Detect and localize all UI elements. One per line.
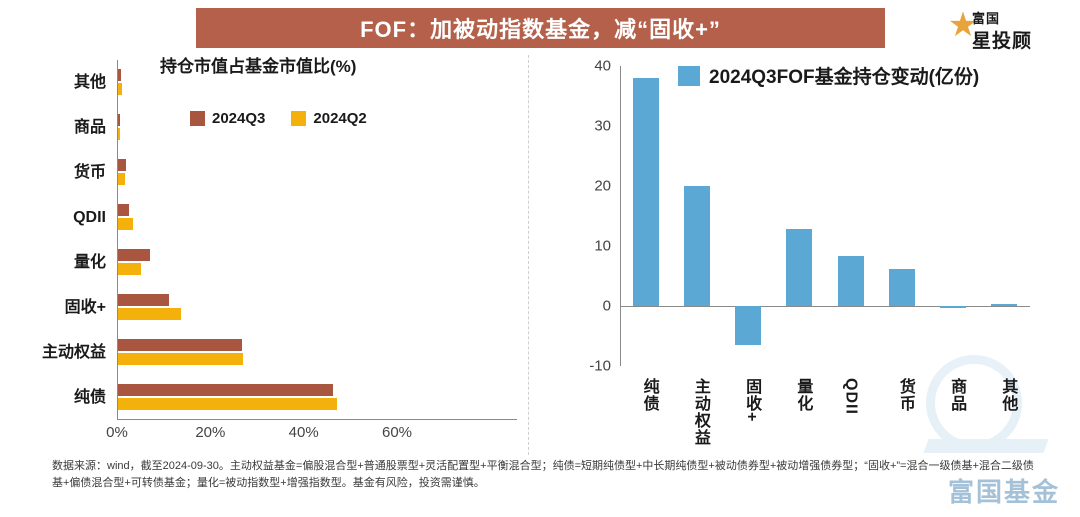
left-bar: [118, 248, 150, 261]
left-category-label: 商品: [73, 118, 106, 136]
left-bar: [118, 82, 122, 95]
legend-item: 2024Q2: [291, 110, 367, 127]
right-zero-line: [620, 306, 1030, 307]
title-banner: FOF：加被动指数基金，减“固收+”: [196, 8, 885, 48]
left-category-label: 固收+: [64, 298, 106, 316]
left-x-tick: 0%: [106, 424, 128, 441]
footnote: 数据来源：wind，截至2024-09-30。主动权益基金=偏股混合型+普通股票…: [52, 460, 1034, 490]
logo-line1: 富国: [972, 11, 1001, 26]
left-chart: 持仓市值占基金市值比(%) 2024Q3 2024Q2 其他商品货币 QDII 量化固…: [0, 52, 525, 452]
left-bar-group: 其他: [74, 65, 398, 101]
left-bar: [118, 113, 120, 126]
right-category-label: 主动权益: [691, 378, 709, 446]
legend-swatch: [678, 65, 700, 86]
left-bar-group: QDII: [73, 200, 398, 236]
right-bar: [683, 186, 710, 306]
right-y-tick: 30: [594, 117, 611, 135]
right-y-tick: -10: [589, 357, 611, 375]
right-bar: [991, 303, 1018, 306]
right-y-tick: 40: [594, 57, 611, 75]
left-bar-group: 主动权益: [42, 335, 398, 371]
legend-swatch: [190, 111, 205, 126]
left-bar: [118, 307, 181, 320]
left-bar-group: 纯债: [74, 380, 398, 416]
left-bar-group: 商品: [74, 110, 398, 146]
right-y-tick: 0: [602, 297, 611, 315]
left-category-label: 主动权益: [41, 343, 106, 361]
right-category-label: 货币: [896, 378, 914, 412]
right-y-axis: [620, 66, 621, 366]
left-bar: [118, 158, 127, 171]
left-bar-group: 货币: [74, 155, 398, 191]
right-category-label: 纯债: [640, 378, 658, 412]
left-category-label: 其他: [73, 73, 106, 91]
left-category-label: 量化: [73, 253, 106, 271]
right-y-tick: 10: [594, 237, 611, 255]
left-plot-area: 其他商品货币 QDII 量化固收+ 主动权益纯债: [42, 60, 517, 420]
legend-label: 2024Q3: [212, 110, 266, 127]
left-x-tick-labels: 0% 20% 40% 60%: [106, 424, 412, 448]
chart-divider: [528, 55, 529, 455]
left-bar: [118, 172, 126, 185]
legend-item: 2024Q3: [190, 110, 265, 127]
left-bar: [118, 68, 121, 81]
page-title: FOF：加被动指数基金，减“固收+”: [360, 17, 721, 42]
right-chart-title: 2024Q3FOF基金持仓变动(亿份): [709, 67, 980, 88]
logo-text: 富国 星投顾: [972, 8, 1032, 53]
right-chart: 2024Q3FOF基金持仓变动(亿份) 40 30 20 10 0 -10 纯债 主动权益 固收…: [530, 52, 1080, 452]
right-bar: [632, 78, 659, 306]
right-category-label: 固收+: [743, 378, 761, 423]
right-category-label: 量化: [794, 378, 812, 412]
left-x-tick: 20%: [195, 424, 226, 441]
left-chart-title: 持仓市值占基金市值比(%): [160, 57, 357, 76]
legend-label: 2024Q2: [313, 110, 367, 127]
left-category-label: 纯债: [73, 388, 106, 406]
left-x-tick: 40%: [288, 424, 319, 441]
right-bar: [786, 229, 813, 306]
right-category-label: 其他: [999, 378, 1017, 412]
left-bar: [118, 262, 142, 275]
left-bar: [118, 383, 333, 396]
star-icon: ★: [947, 6, 979, 44]
right-bar: [940, 306, 967, 308]
left-category-label: QDII: [73, 208, 106, 226]
left-bar: [118, 203, 129, 216]
right-y-tick: 20: [594, 177, 611, 195]
left-bar: [118, 127, 121, 140]
right-plot-area: 40 30 20 10 0 -10 纯债 主动权益 固收+ 量化 QDII 货币 商品 其他: [589, 58, 1030, 446]
left-bar: [118, 397, 338, 410]
watermark-text: 富国基金: [947, 477, 1060, 507]
legend-swatch: [291, 111, 307, 126]
left-bar: [118, 217, 133, 230]
right-bar: [735, 306, 762, 345]
brand-logo: ★ 富国 星投顾: [946, 6, 1066, 52]
left-bar-group: 固收+: [65, 290, 398, 326]
right-category-label: QDII: [842, 378, 860, 415]
left-chart-legend: 2024Q3 2024Q2: [190, 110, 367, 127]
logo-line2: 星投顾: [972, 31, 1033, 52]
right-category-label: 商品: [948, 378, 966, 412]
right-chart-legend: 2024Q3FOF基金持仓变动(亿份): [678, 62, 979, 89]
left-x-tick: 60%: [381, 424, 413, 441]
left-bar: [118, 352, 244, 365]
left-bar: [118, 293, 170, 306]
left-x-axis: [117, 419, 517, 420]
left-bar-group: 量化: [74, 245, 398, 281]
right-bar: [837, 256, 864, 306]
left-category-label: 货币: [73, 163, 106, 181]
left-y-axis: [117, 60, 118, 420]
left-bar: [118, 338, 242, 351]
right-bar: [888, 269, 915, 306]
